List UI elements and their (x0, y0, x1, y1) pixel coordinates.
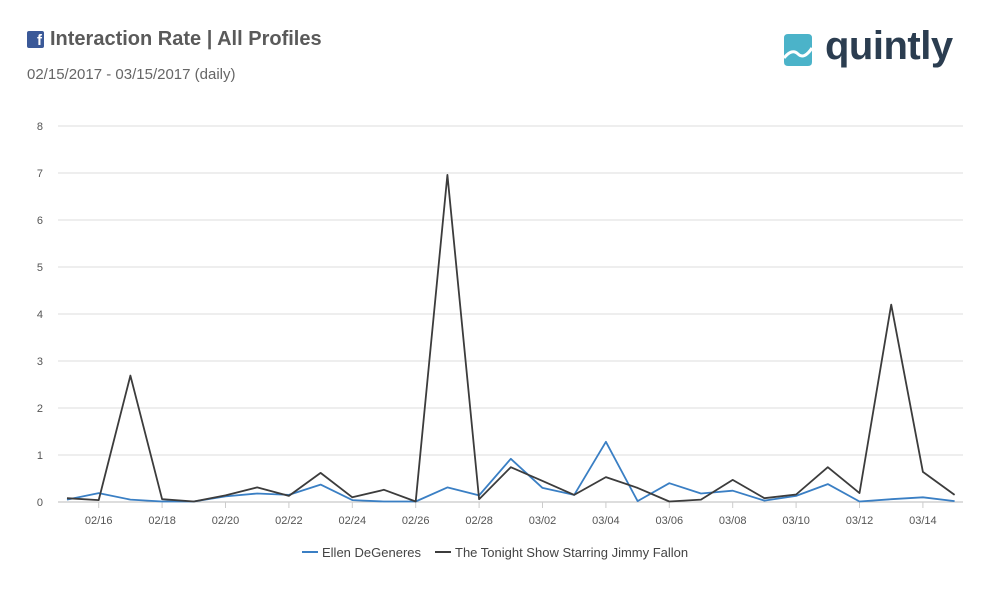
x-tick-label: 02/20 (212, 515, 240, 527)
x-tick-label: 02/26 (402, 515, 430, 527)
x-tick-label: 02/24 (339, 515, 367, 527)
legend-label-0: Ellen DeGeneres (322, 545, 421, 560)
y-tick-label: 4 (37, 309, 43, 321)
y-tick-label: 2 (37, 403, 43, 415)
y-tick-label: 1 (37, 450, 43, 462)
quintly-logo-icon (782, 34, 814, 66)
y-tick-label: 7 (37, 168, 43, 180)
x-tick-label: 03/04 (592, 515, 620, 527)
series-lines (66, 173, 956, 503)
x-tick-label: 02/18 (148, 515, 176, 527)
y-tick-label: 3 (37, 356, 43, 368)
x-tick-label: 03/14 (909, 515, 937, 527)
grid-lines (58, 125, 963, 503)
y-tick-label: 6 (37, 215, 43, 227)
y-tick-label: 8 (37, 121, 43, 133)
legend: Ellen DeGeneres The Tonight Show Starring… (302, 545, 688, 560)
facebook-icon: f (27, 31, 44, 48)
x-tick-label: 03/10 (782, 515, 810, 527)
x-tick-label: 02/16 (85, 515, 113, 527)
x-tick-label: 03/08 (719, 515, 747, 527)
y-tick-label: 5 (37, 262, 43, 274)
quintly-brand: quintly (780, 24, 970, 72)
y-axis-ticks: 0 1 2 3 4 5 6 7 8 (37, 121, 43, 509)
x-tick-label: 03/06 (656, 515, 684, 527)
x-tick-label: 03/12 (846, 515, 874, 527)
date-range-subtitle: 02/15/2017 - 03/15/2017 (daily) (27, 66, 236, 83)
series-line-1 (66, 173, 956, 503)
brand-name: quintly (825, 24, 953, 68)
x-tick-label: 02/22 (275, 515, 303, 527)
y-tick-label: 0 (37, 497, 43, 509)
legend-label-1: The Tonight Show Starring Jimmy Fallon (455, 545, 688, 560)
x-axis-ticks: 02/16 02/18 02/20 02/22 02/24 02/26 02/28 03/02… (85, 502, 937, 527)
x-tick-label: 02/28 (465, 515, 493, 527)
page-title: Interaction Rate | All Profiles (50, 28, 322, 50)
x-tick-label: 03/02 (529, 515, 557, 527)
